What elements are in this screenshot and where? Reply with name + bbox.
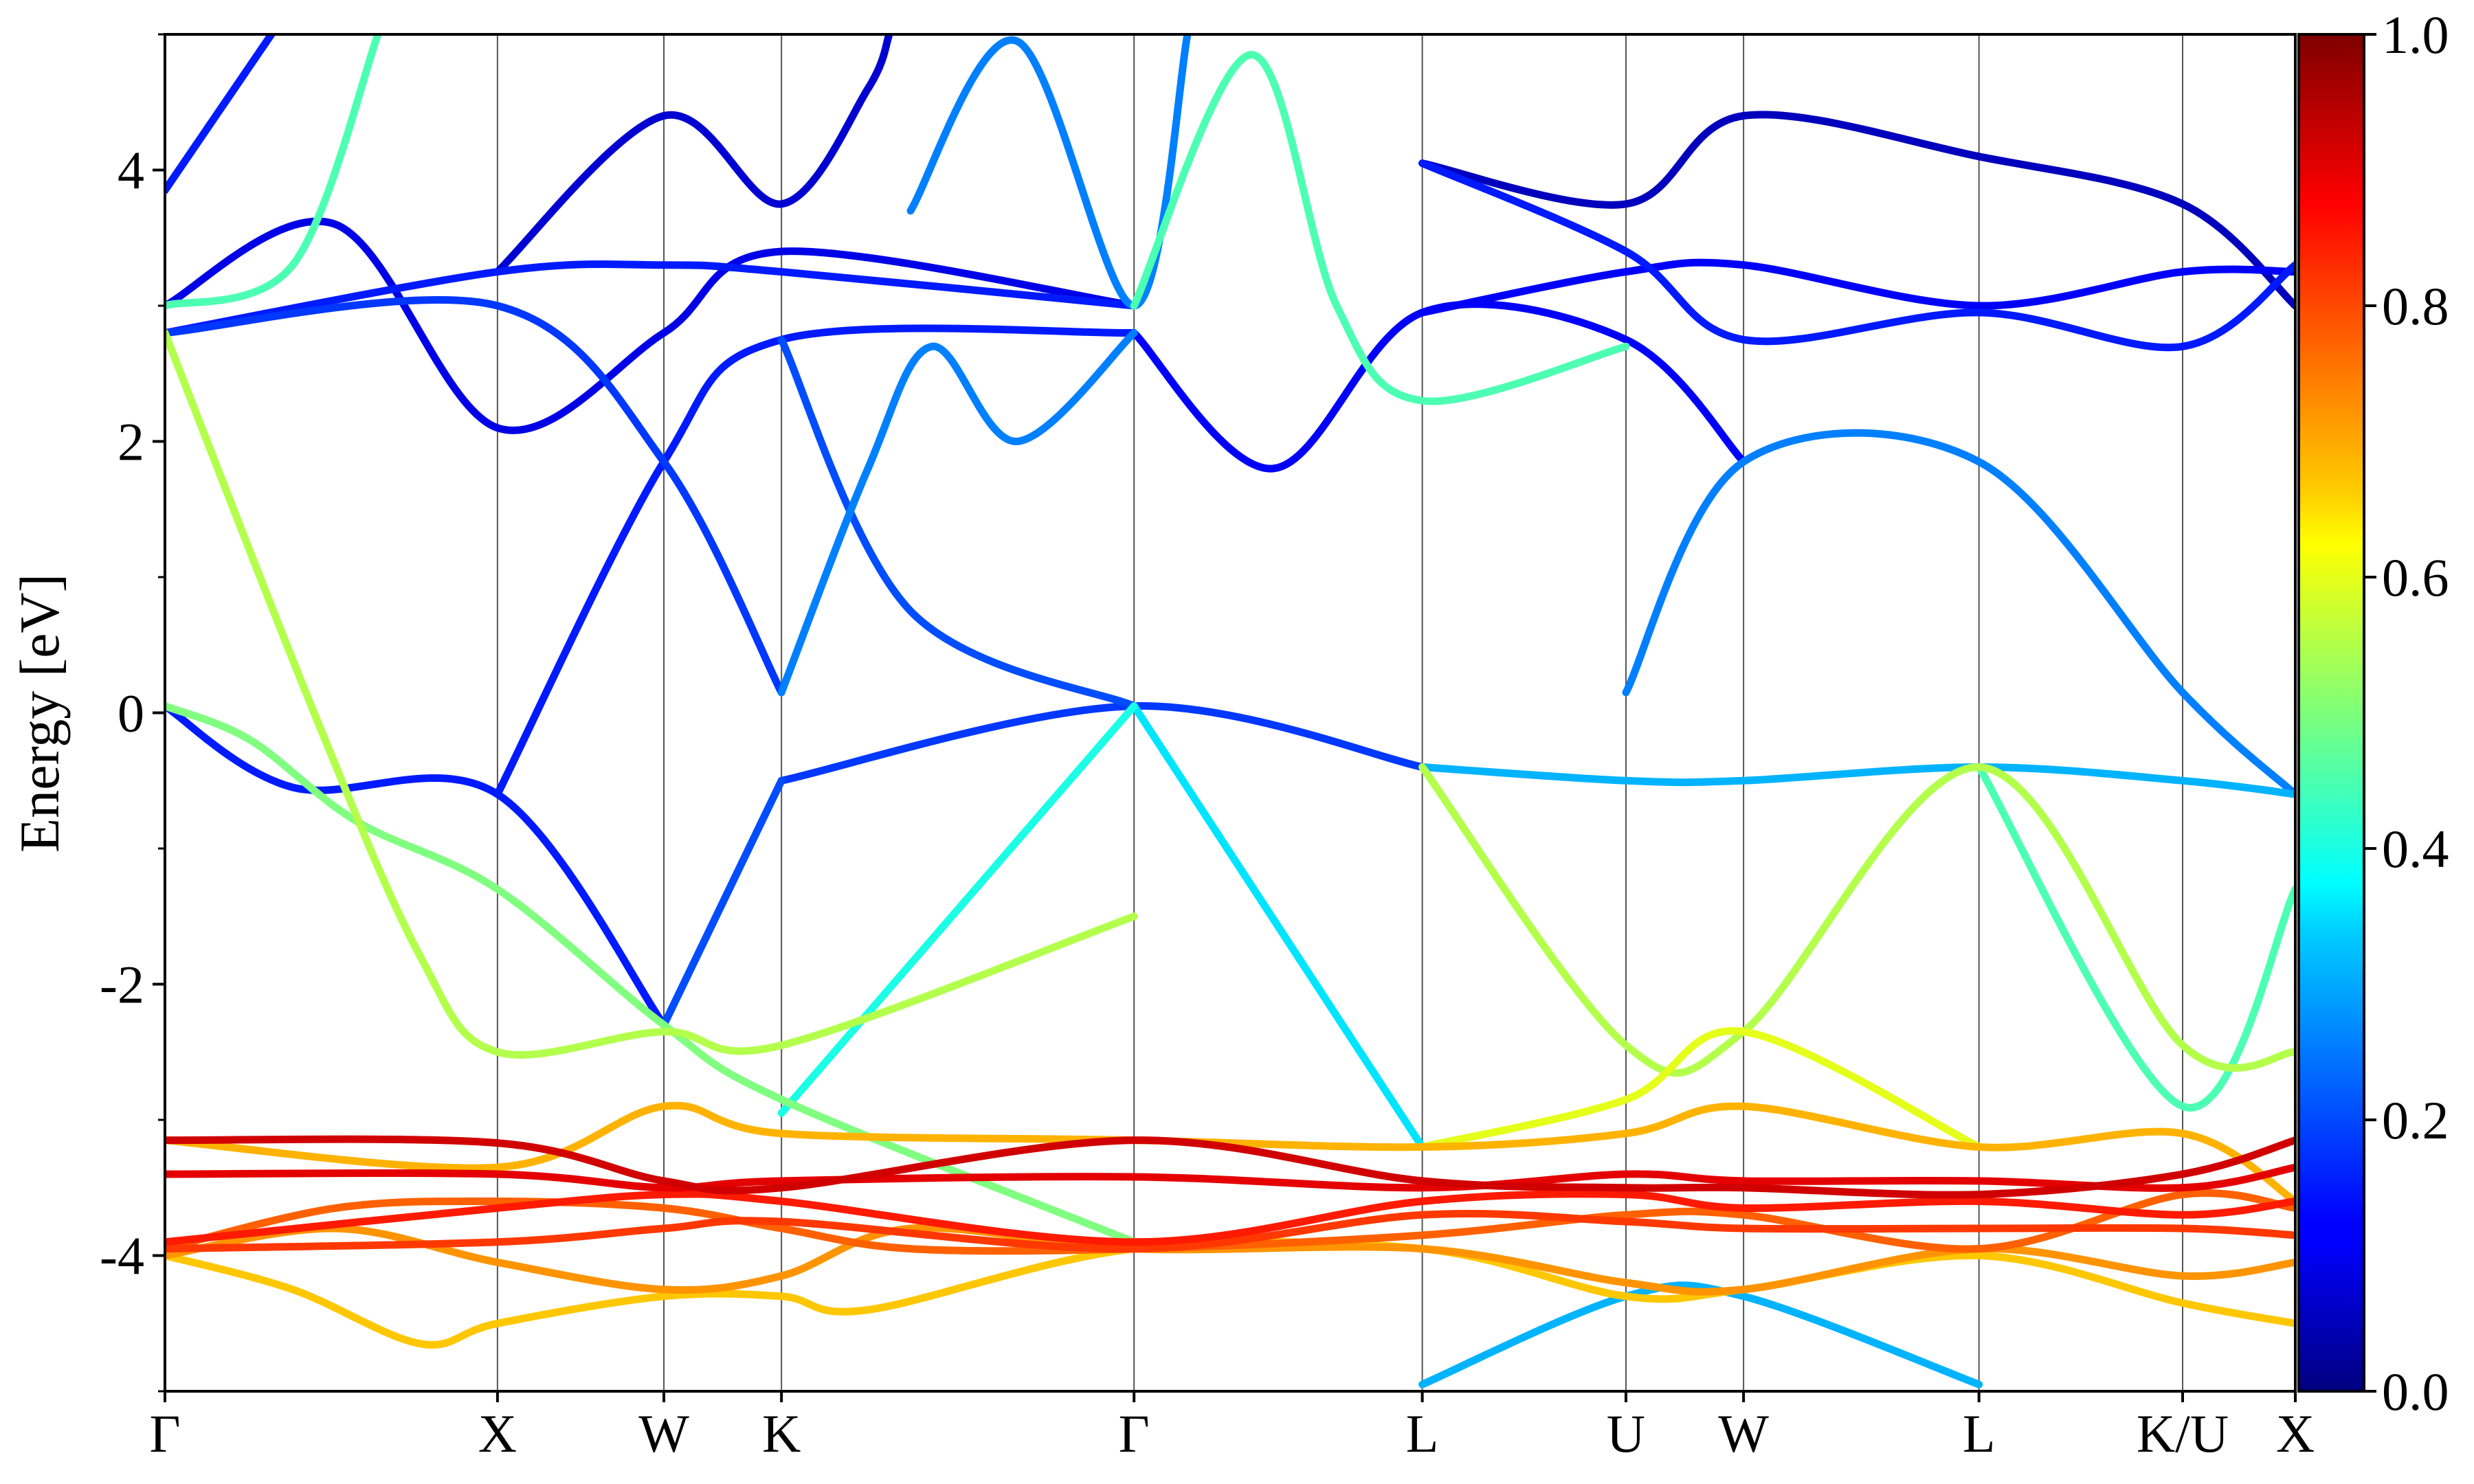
band-line xyxy=(165,1135,2295,1199)
colorbar-tick-label: 0.8 xyxy=(2382,276,2449,336)
y-tick-label: 2 xyxy=(118,412,144,472)
band-line xyxy=(1418,763,2295,1077)
colorbar: 0.0 0.2 0.4 0.6 0.8 1.0 xyxy=(2297,5,2449,1421)
colorbar-gradient xyxy=(2299,34,2364,1391)
colorbar-tick-label: 0.2 xyxy=(2382,1090,2449,1150)
colorbar-tick-label: 1.0 xyxy=(2382,5,2449,65)
colorbar-tick-label: 0.6 xyxy=(2382,548,2449,607)
colorbar-frame xyxy=(2297,33,2365,1393)
band-line xyxy=(1418,763,2295,798)
x-axis-ticks: Γ X W K Γ L U W L K/U X xyxy=(149,1391,2315,1463)
y-tick-label: 0 xyxy=(118,684,144,743)
band-line xyxy=(165,1209,2295,1253)
x-tick-label: K/U xyxy=(2137,1404,2229,1463)
band-line xyxy=(1418,1027,1983,1151)
band-line xyxy=(1418,159,2295,352)
band-line xyxy=(165,217,1138,434)
x-tick-label: U xyxy=(1607,1404,1645,1463)
band-line xyxy=(165,1190,2295,1246)
band-line xyxy=(777,702,1138,1117)
y-tick-label: -4 xyxy=(100,1226,144,1286)
band-line xyxy=(906,34,1192,310)
band-line xyxy=(165,1163,2295,1192)
band-line xyxy=(1418,111,2295,310)
y-axis-label: Energy [eV] xyxy=(8,574,71,853)
x-tick-label: X xyxy=(478,1404,517,1463)
band-line xyxy=(1418,258,2295,317)
colorbar-tick-label: 0.0 xyxy=(2382,1362,2449,1421)
band-line xyxy=(165,702,668,1029)
y-axis-ticks: 4 2 0 -2 -4 xyxy=(100,33,165,1393)
band-line xyxy=(1622,429,2295,798)
x-tick-label: W xyxy=(1718,1404,1769,1463)
band-line xyxy=(777,335,1138,710)
band-line xyxy=(1130,300,1748,473)
band-line xyxy=(165,34,276,194)
y-tick-label: -2 xyxy=(100,955,144,1015)
colorbar-ticks: 0.0 0.2 0.4 0.6 0.8 1.0 xyxy=(2364,5,2449,1421)
band-line xyxy=(165,329,1138,1059)
band-line xyxy=(1975,763,2295,1112)
kpath-gridlines xyxy=(496,34,2184,1391)
band-line xyxy=(165,260,1138,337)
band-line xyxy=(493,34,893,276)
band-line xyxy=(660,776,785,1029)
x-tick-label: Γ xyxy=(1119,1404,1150,1463)
band-line xyxy=(1130,702,1427,1151)
band-line xyxy=(165,296,785,697)
x-tick-label: L xyxy=(1963,1404,1996,1463)
y-tick-label: 4 xyxy=(118,141,144,201)
x-tick-label: K xyxy=(762,1404,801,1463)
x-tick-label: L xyxy=(1406,1404,1439,1463)
band-line xyxy=(1130,51,1630,405)
band-lines xyxy=(165,34,2295,1389)
band-line xyxy=(1418,1281,1983,1389)
band-line xyxy=(493,324,1138,798)
band-line xyxy=(777,329,1138,697)
x-tick-label: Γ xyxy=(149,1404,180,1463)
band-line xyxy=(165,34,382,310)
x-tick-label: W xyxy=(638,1404,689,1463)
x-tick-label: X xyxy=(2276,1404,2315,1463)
band-line xyxy=(165,1101,2295,1205)
colorbar-tick-label: 0.4 xyxy=(2382,819,2449,879)
